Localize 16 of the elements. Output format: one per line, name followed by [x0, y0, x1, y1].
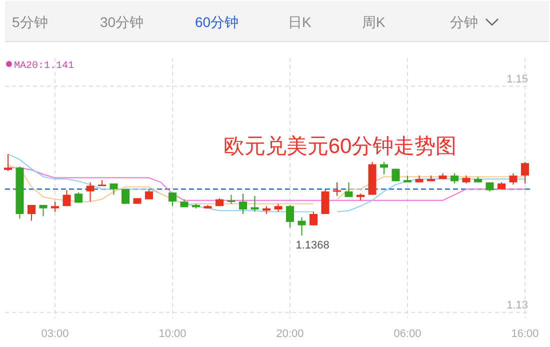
x-tick-label: 06:00	[394, 328, 422, 340]
x-tick-label: 16:00	[511, 328, 539, 340]
annotation: 1.1368	[296, 239, 330, 252]
y-tick-label: 1.15	[506, 73, 528, 86]
text: 30分钟	[100, 14, 144, 30]
x-tick-label: 20:00	[276, 328, 304, 340]
text: 分钟	[450, 14, 478, 30]
text: 日K	[288, 14, 312, 30]
x-tick-label: 03:00	[41, 328, 69, 340]
text: 60分钟	[195, 14, 239, 30]
text: 周K	[362, 14, 386, 30]
text: 5分钟	[12, 14, 48, 30]
x-tick-label: 10:00	[158, 328, 186, 340]
y-tick-label: 1.13	[506, 299, 528, 312]
text: 欧元兑美元60分钟走势图	[223, 135, 457, 158]
annotation: MA20:1.141	[14, 61, 74, 72]
